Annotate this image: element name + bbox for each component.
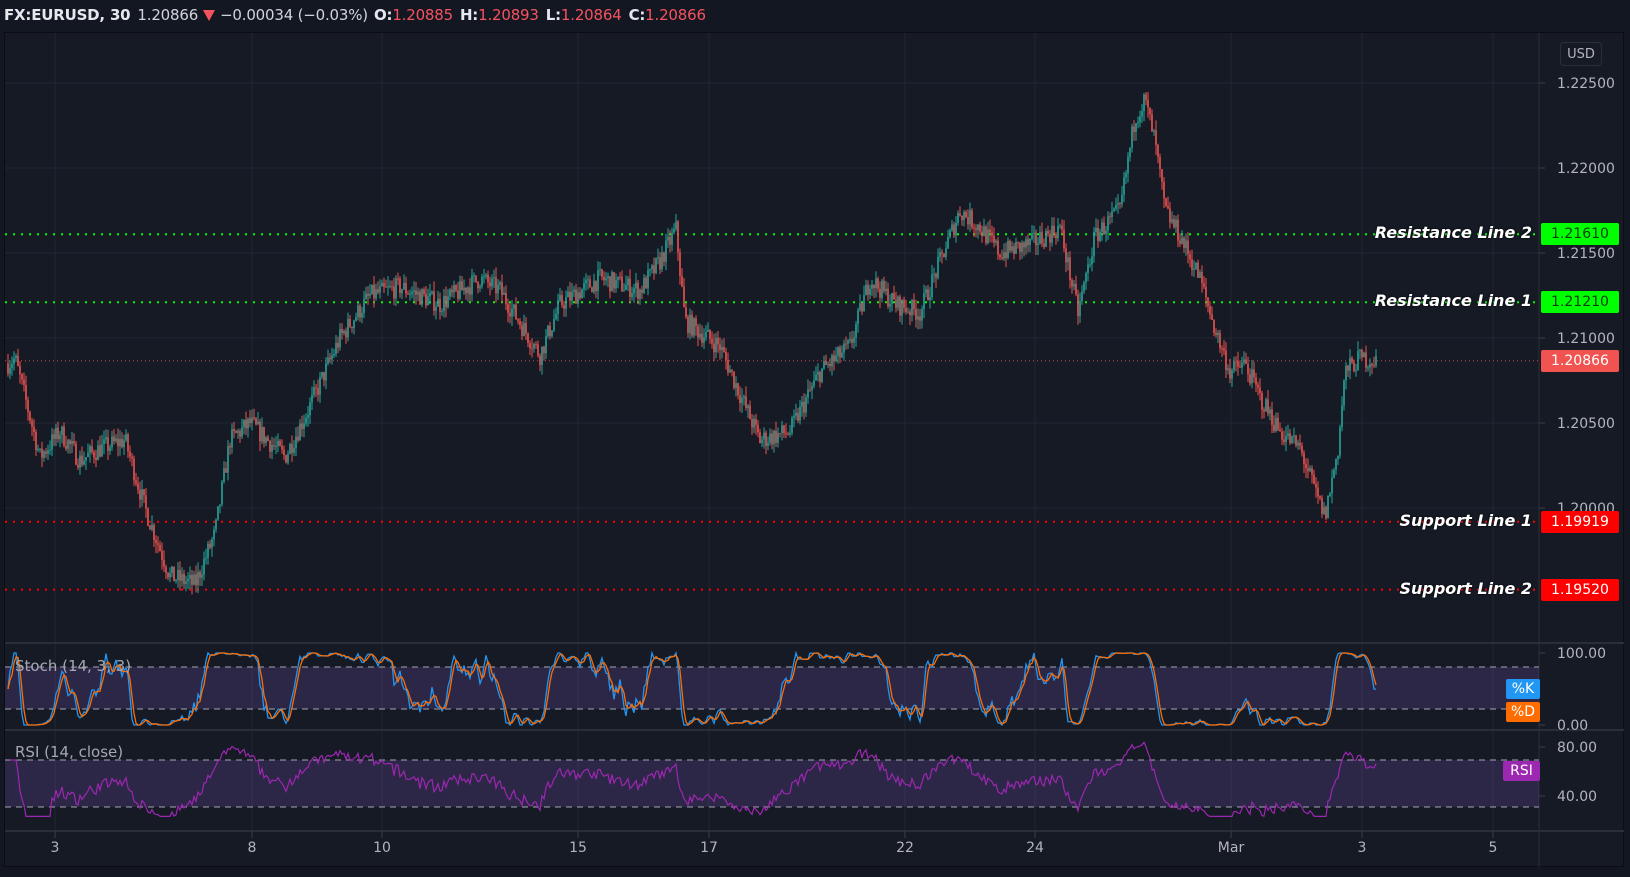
open-key: O: [373,6,393,24]
svg-text:80.00: 80.00 [1557,740,1597,756]
svg-text:0.00: 0.00 [1557,718,1588,734]
close-key: C: [628,6,646,24]
svg-text:1.22500: 1.22500 [1557,76,1615,92]
stoch-lines [7,650,1377,727]
price-axis: 1.225001.220001.215001.210001.205001.200… [54,76,1615,838]
indicator-bands [5,666,1539,808]
open-value: 1.20885 [392,6,453,24]
rsi-tag: RSI [1503,761,1540,781]
high-key: H: [459,6,479,24]
level-label[interactable]: Support Line 2 [1399,578,1532,598]
low-value: 1.20864 [560,6,622,24]
last-price: 1.20866 [137,6,199,24]
svg-text:100.00: 100.00 [1557,646,1606,662]
rsi-line [10,741,1377,818]
level-price-tag: 1.19520 [1541,578,1619,601]
chart-frame[interactable] [4,32,1624,867]
candlestick-series [7,91,1377,595]
time-axis-label: 15 [569,840,587,856]
level-label[interactable]: Resistance Line 1 [1374,291,1532,311]
grid-lines [5,33,1624,867]
stoch-d-tag: %D [1506,702,1540,722]
time-axis-label: 24 [1026,840,1044,856]
time-axis-label: 3 [50,840,60,856]
rsi-label[interactable]: RSI (14, close) [15,743,124,761]
stoch-label[interactable]: Stoch (14, 3, 3) [15,657,132,675]
symbol-header: FX:EURUSD, 30 1.20866 −0.00034 (−0.03%) … [4,3,713,27]
close-value: 1.20866 [645,6,706,24]
currency-badge[interactable]: USD [1560,42,1602,66]
time-axis-label: 8 [247,840,257,856]
svg-text:1.20500: 1.20500 [1557,416,1615,432]
svg-text:1.21000: 1.21000 [1557,331,1615,347]
high-value: 1.20893 [478,6,539,24]
svg-text:1.21500: 1.21500 [1557,246,1615,262]
level-price-tag: 1.19919 [1541,510,1619,533]
level-price-tag: 1.21210 [1541,291,1619,314]
stoch-k-tag: %K [1506,679,1540,699]
time-axis-label: 22 [896,840,914,856]
symbol-label[interactable]: FX:EURUSD, 30 [4,6,131,24]
time-axis-label: 17 [700,840,718,856]
time-axis-label: 3 [1357,840,1367,856]
time-axis-label: 5 [1488,840,1498,856]
current-price-tag: 1.20866 [1541,349,1619,372]
low-key: L: [545,6,561,24]
level-label[interactable]: Support Line 1 [1399,510,1532,530]
time-axis-label: Mar [1217,840,1245,856]
triangle-down-icon [203,9,216,21]
svg-text:40.00: 40.00 [1557,789,1597,805]
time-axis-label: 10 [373,840,391,856]
svg-text:1.22000: 1.22000 [1557,161,1615,177]
level-label[interactable]: Resistance Line 2 [1374,223,1532,243]
level-price-tag: 1.21610 [1541,223,1619,246]
price-change: −0.00034 (−0.03%) [220,6,368,24]
level-lines [5,233,1539,591]
